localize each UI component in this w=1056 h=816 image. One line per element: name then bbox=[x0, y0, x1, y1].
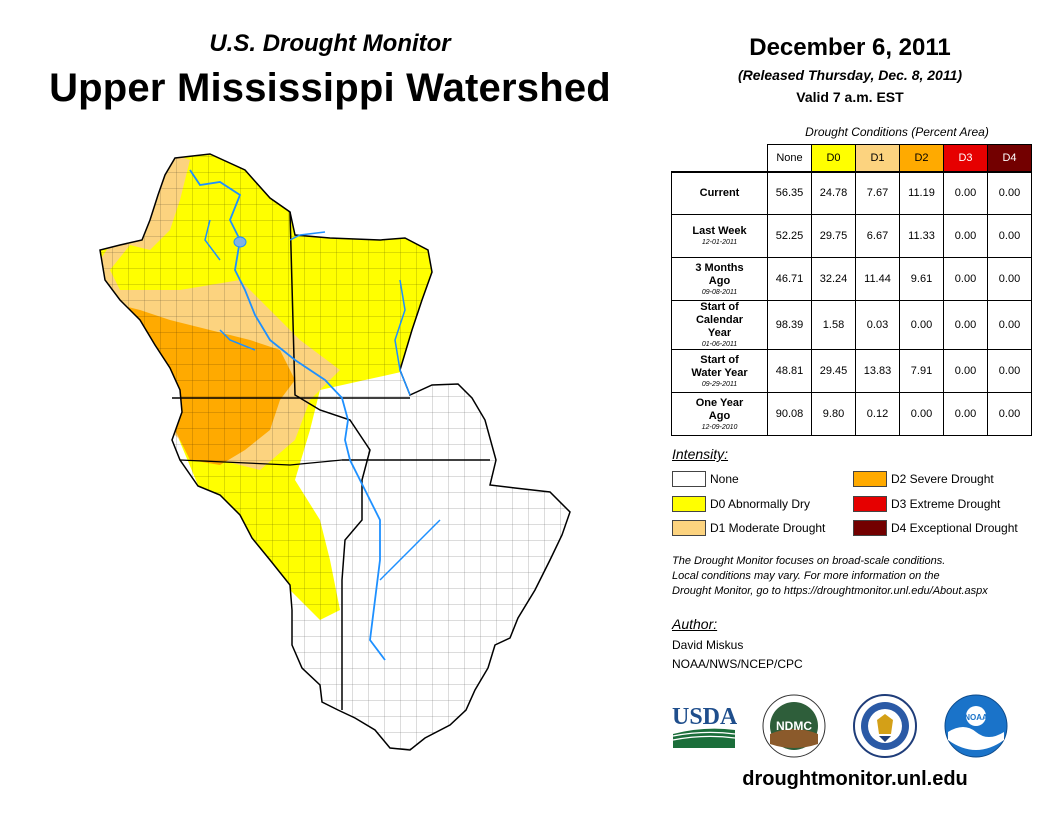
row-label: One Year Ago 12-09-2010 bbox=[671, 392, 768, 436]
doc-seal-logo bbox=[853, 694, 917, 758]
legend-swatch bbox=[672, 471, 706, 487]
col-d4: D4 bbox=[987, 144, 1032, 172]
table-cell: 1.58 bbox=[811, 300, 856, 350]
table-cell: 9.80 bbox=[811, 392, 856, 436]
table-cell: 0.00 bbox=[943, 349, 988, 393]
col-d0: D0 bbox=[811, 144, 856, 172]
table-cell: 9.61 bbox=[899, 257, 944, 301]
table-cell: 32.24 bbox=[811, 257, 856, 301]
table-cell: 11.19 bbox=[899, 170, 944, 215]
watershed-map bbox=[80, 140, 600, 780]
row-label: 3 Months Ago 09-08-2011 bbox=[671, 257, 768, 301]
legend-d2: D2 Severe Drought bbox=[853, 471, 994, 487]
table-cell: 29.45 bbox=[811, 349, 856, 393]
row-label: Start of Calendar Year 01-06-2011 bbox=[671, 300, 768, 350]
drought-conditions-table: None D0 D1 D2 D3 D4 Current 56.35 24.78 7.6… bbox=[671, 144, 1032, 436]
table-cell: 0.00 bbox=[943, 300, 988, 350]
map-date: December 6, 2011 bbox=[749, 34, 951, 61]
usda-logo: USDA bbox=[671, 700, 738, 750]
table-cell: 0.00 bbox=[987, 214, 1032, 258]
legend-swatch bbox=[853, 471, 887, 487]
table-cell: 0.03 bbox=[855, 300, 900, 350]
col-d1: D1 bbox=[855, 144, 900, 172]
table-cell: 56.35 bbox=[767, 170, 812, 215]
noaa-logo: NOAA bbox=[944, 694, 1008, 758]
table-cell: 0.00 bbox=[987, 349, 1032, 393]
map-title: Upper Mississippi Watershed bbox=[49, 66, 611, 110]
table-cell: 11.44 bbox=[855, 257, 900, 301]
table-cell: 29.75 bbox=[811, 214, 856, 258]
table-row: Current 56.35 24.78 7.67 11.19 0.00 0.00 bbox=[671, 170, 1032, 215]
row-label: Current bbox=[671, 170, 768, 215]
col-d3: D3 bbox=[943, 144, 988, 172]
table-cell: 0.00 bbox=[899, 300, 944, 350]
svg-text:NDMC: NDMC bbox=[776, 719, 812, 733]
table-cell: 0.00 bbox=[987, 257, 1032, 301]
table-cell: 24.78 bbox=[811, 170, 856, 215]
legend-swatch bbox=[672, 496, 706, 512]
table-cell: 46.71 bbox=[767, 257, 812, 301]
legend-swatch bbox=[853, 520, 887, 536]
table-cell: 0.00 bbox=[943, 214, 988, 258]
row-label: Start of Water Year 09-29-2011 bbox=[671, 349, 768, 393]
map-subtitle: U.S. Drought Monitor bbox=[209, 30, 451, 57]
disclaimer-note: The Drought Monitor focuses on broad-sca… bbox=[672, 555, 988, 597]
table-cell: 0.00 bbox=[943, 170, 988, 215]
table-caption: Drought Conditions (Percent Area) bbox=[805, 125, 989, 139]
table-cell: 0.00 bbox=[899, 392, 944, 436]
table-header-row: None D0 D1 D2 D3 D4 bbox=[672, 144, 1032, 172]
table-cell: 0.00 bbox=[943, 257, 988, 301]
ndmc-logo: NDMC bbox=[762, 694, 826, 758]
col-none: None bbox=[767, 144, 812, 172]
table-row: Start of Water Year 09-29-2011 48.81 29.45 1… bbox=[671, 349, 1032, 393]
table-row: One Year Ago 12-09-2010 90.08 9.80 0.12 0.00 0… bbox=[671, 392, 1032, 436]
table-row: Last Week 12-01-2011 52.25 29.75 6.67 11.33 0.… bbox=[671, 214, 1032, 258]
svg-text:NOAA: NOAA bbox=[964, 713, 988, 722]
author-title: Author: bbox=[672, 616, 718, 632]
release-note: (Released Thursday, Dec. 8, 2011) bbox=[737, 67, 963, 83]
legend-d0: D0 Abnormally Dry bbox=[672, 496, 810, 512]
website-url[interactable]: droughtmonitor.unl.edu bbox=[742, 768, 968, 790]
legend-d4: D4 Exceptional Drought bbox=[853, 520, 1018, 536]
row-label: Last Week 12-01-2011 bbox=[671, 214, 768, 258]
table-cell: 52.25 bbox=[767, 214, 812, 258]
table-row: Start of Calendar Year 01-06-2011 98.39 1.5… bbox=[671, 300, 1032, 350]
table-cell: 0.00 bbox=[987, 300, 1032, 350]
table-row: 3 Months Ago 09-08-2011 46.71 32.24 11.44 9.6… bbox=[671, 257, 1032, 301]
legend-title: Intensity: bbox=[672, 446, 729, 462]
svg-text:USDA: USDA bbox=[672, 704, 737, 730]
table-cell: 11.33 bbox=[899, 214, 944, 258]
table-cell: 6.67 bbox=[855, 214, 900, 258]
legend-d3: D3 Extreme Drought bbox=[853, 496, 1000, 512]
table-cell: 0.00 bbox=[987, 170, 1032, 215]
legend-d1: D1 Moderate Drought bbox=[672, 520, 825, 536]
table-cell: 0.00 bbox=[943, 392, 988, 436]
table-cell: 90.08 bbox=[767, 392, 812, 436]
author-org: NOAA/NWS/NCEP/CPC bbox=[672, 657, 803, 671]
table-cell: 13.83 bbox=[855, 349, 900, 393]
table-cell: 98.39 bbox=[767, 300, 812, 350]
table-cell: 7.67 bbox=[855, 170, 900, 215]
legend-swatch bbox=[672, 520, 706, 536]
table-cell: 7.91 bbox=[899, 349, 944, 393]
legend-none: None bbox=[672, 471, 739, 487]
table-cell: 48.81 bbox=[767, 349, 812, 393]
author-name: David Miskus bbox=[672, 638, 744, 652]
legend-swatch bbox=[853, 496, 887, 512]
table-cell: 0.12 bbox=[855, 392, 900, 436]
col-d2: D2 bbox=[899, 144, 944, 172]
valid-time: Valid 7 a.m. EST bbox=[796, 89, 904, 105]
table-cell: 0.00 bbox=[987, 392, 1032, 436]
